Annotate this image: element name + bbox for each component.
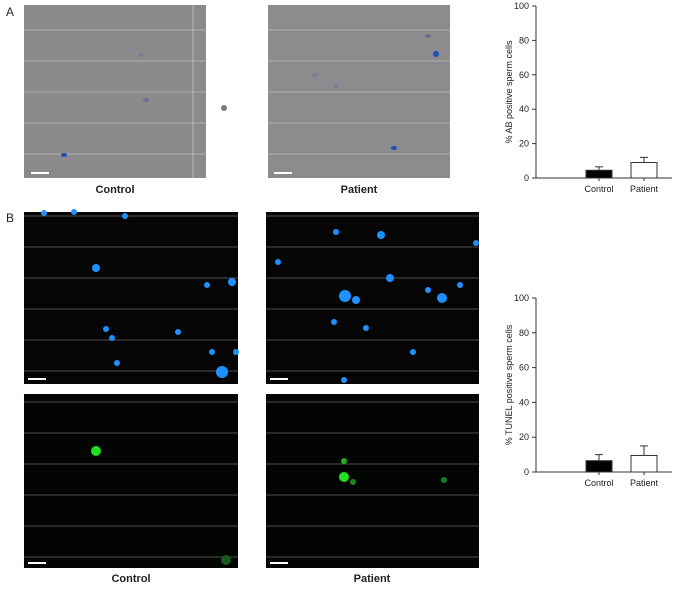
micrograph-b-patient-dapi (266, 212, 479, 384)
x-tick-label: Patient (630, 184, 659, 194)
bar (630, 454, 658, 473)
x-tick-label: Control (584, 184, 613, 194)
micrograph-b-patient-tunel (266, 394, 479, 568)
y-tick-label: 20 (519, 432, 529, 442)
y-tick-label: 60 (519, 70, 529, 80)
y-tick-label: 40 (519, 104, 529, 114)
bar (585, 460, 613, 473)
y-tick-label: 100 (514, 1, 529, 11)
y-tick-label: 20 (519, 139, 529, 149)
micrograph-a-patient (268, 5, 450, 178)
y-tick-label: 80 (519, 35, 529, 45)
y-tick-label: 40 (519, 397, 529, 407)
panel-label: A (6, 5, 14, 19)
image-caption: Patient (354, 573, 391, 584)
micrograph-a-control (24, 5, 227, 178)
x-tick-label: Patient (630, 478, 659, 488)
y-tick-label: 80 (519, 328, 529, 338)
micrograph-b-control-tunel (24, 394, 238, 568)
x-tick-label: Control (584, 478, 613, 488)
y-tick-label: 0 (524, 467, 529, 477)
bar (630, 162, 658, 179)
bar (585, 169, 613, 179)
y-tick-label: 100 (514, 293, 529, 303)
y-axis-label: % AB positive sperm cells (504, 40, 514, 144)
panel-label: B (6, 211, 14, 225)
y-tick-label: 0 (524, 173, 529, 183)
image-caption: Control (111, 573, 150, 584)
y-axis-label: % TUNEL positive sperm cells (504, 324, 514, 445)
image-caption: Patient (341, 184, 378, 196)
image-caption: Control (95, 184, 134, 196)
y-tick-label: 60 (519, 363, 529, 373)
micrograph-b-control-dapi (24, 209, 239, 384)
